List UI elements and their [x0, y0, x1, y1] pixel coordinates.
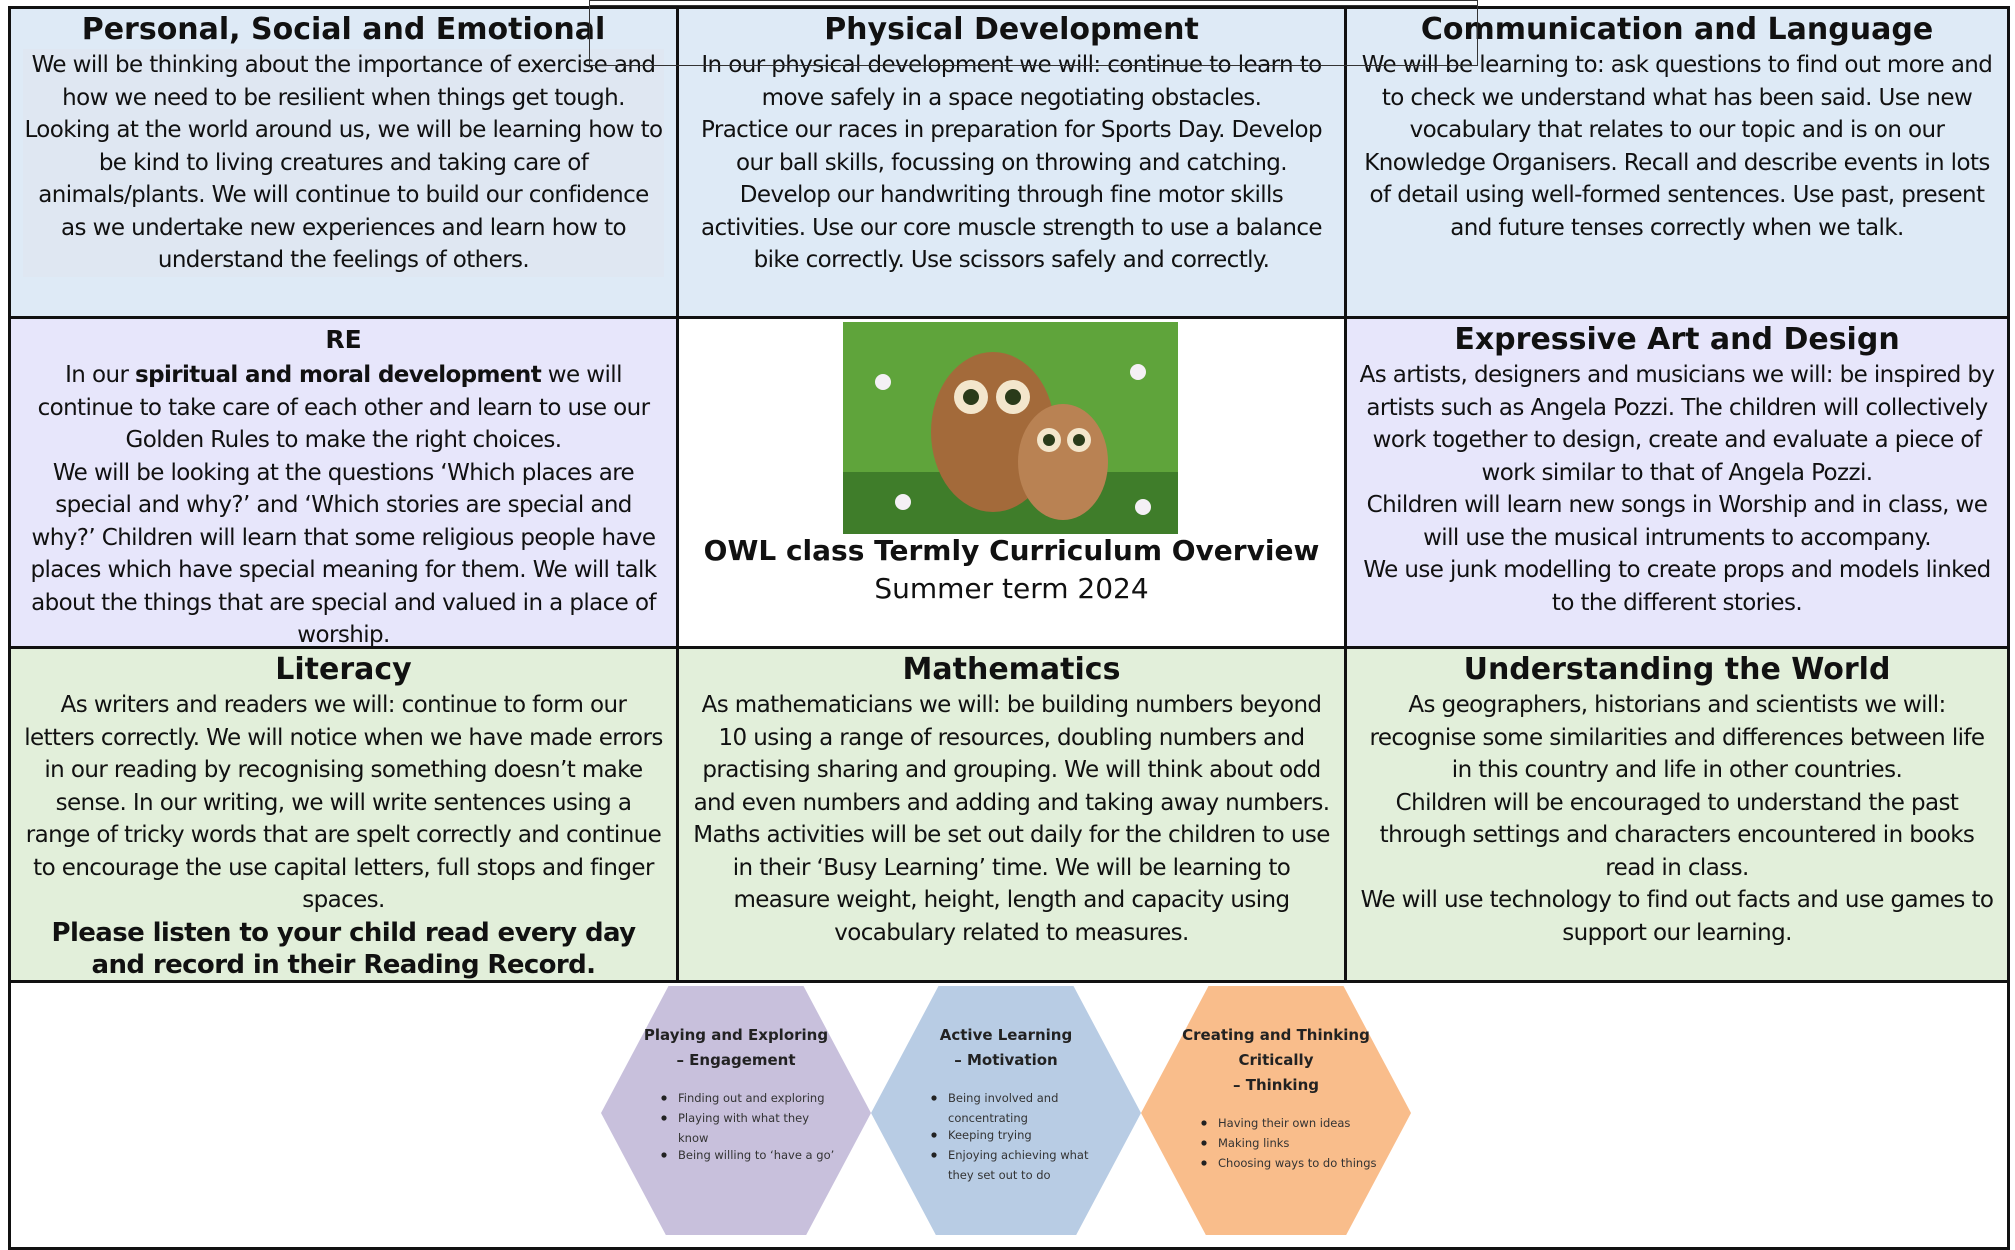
- bullet: [931, 1152, 937, 1158]
- cell-title: Mathematics: [902, 652, 1121, 687]
- hexagon-bullet: Choosing ways to do things: [1218, 1156, 1377, 1170]
- hexagon-title: – Engagement: [676, 1051, 795, 1069]
- re-cell: RE In our spiritual and moral developmen…: [8, 316, 679, 649]
- cell-text: In our physical development we will: con…: [701, 52, 1322, 111]
- pupil: [1043, 434, 1055, 446]
- cell-text: We will use technology to find out facts…: [1360, 887, 1994, 946]
- hexagon-bullet: Keeping trying: [948, 1128, 1032, 1142]
- hexagon-bullet: Being involved and: [948, 1091, 1058, 1105]
- hexagon-bullet: Finding out and exploring: [678, 1091, 825, 1105]
- hexagon-bullet: know: [678, 1131, 708, 1145]
- hexagon-title: Creating and Thinking: [1182, 1026, 1370, 1044]
- hexagon: [601, 986, 871, 1235]
- pse-cell: Personal, Social and Emotional We will b…: [8, 6, 679, 319]
- cell-text: We will be looking at the questions ‘Whi…: [30, 459, 658, 648]
- cell-title: Expressive Art and Design: [1454, 322, 1900, 357]
- cell-title: Personal, Social and Emotional: [81, 12, 606, 47]
- bullet: [661, 1095, 667, 1101]
- pupil: [1005, 389, 1021, 405]
- world-cell: Understanding the World As geographers, …: [1344, 646, 2010, 983]
- hexagon-bullet: Enjoying achieving what: [948, 1148, 1089, 1162]
- cell-text: Children will learn new songs in Worship…: [1366, 492, 1988, 551]
- hexagon-bullet: Making links: [1218, 1136, 1289, 1150]
- hexagon-title: Playing and Exploring: [644, 1026, 828, 1044]
- cell-text: As writers and readers we will: continue…: [24, 692, 663, 913]
- cell-text: As geographers, historians and scientist…: [1369, 692, 1986, 783]
- hexagon-bullet: Being willing to ‘have a go’: [678, 1148, 834, 1162]
- cell-note: Please listen to your child read every d…: [51, 917, 637, 981]
- cell-title: RE: [325, 325, 362, 354]
- hexagon-title: Critically: [1239, 1051, 1314, 1069]
- cell-text: As mathematicians we will: be building n…: [693, 692, 1330, 946]
- hexagon: [871, 986, 1141, 1235]
- bullet: [931, 1132, 937, 1138]
- cell-title: Communication and Language: [1420, 12, 1934, 47]
- bullet: [661, 1115, 667, 1121]
- flower: [895, 494, 911, 510]
- pupil: [1073, 434, 1085, 446]
- cell-text: We will be thinking about the importance…: [23, 49, 664, 277]
- bullet: [1201, 1140, 1207, 1146]
- centre-cell: OWL class Termly Curriculum Overview Sum…: [676, 316, 1347, 649]
- bullet: [931, 1095, 937, 1101]
- art-cell: Expressive Art and Design As artists, de…: [1344, 316, 2010, 649]
- cell-text: We use junk modelling to create props an…: [1363, 557, 1991, 616]
- flower: [1135, 499, 1151, 515]
- frame-line: [589, 5, 1478, 6]
- cell-text: We will be learning to: ask questions to…: [1361, 52, 1993, 241]
- bullet: [1201, 1120, 1207, 1126]
- text-run: we will continue to take care of each ot…: [37, 362, 650, 453]
- cell-title: Physical Development: [824, 12, 1199, 47]
- text-run: In our: [65, 362, 136, 388]
- overview-subtitle: Summer term 2024: [874, 572, 1149, 605]
- cell-text: Children will be encouraged to understan…: [1379, 789, 1975, 881]
- hexagon-title: Active Learning: [940, 1026, 1072, 1044]
- overview-title: OWL class Termly Curriculum Overview: [703, 534, 1320, 567]
- owl-picture: [843, 322, 1178, 534]
- cell-title: Understanding the World: [1463, 652, 1891, 687]
- hexagon-title: – Thinking: [1233, 1076, 1319, 1094]
- communication-cell: Communication and Language We will be le…: [1344, 6, 2010, 319]
- owl: [1018, 404, 1108, 520]
- hexagon-bullet: concentrating: [948, 1111, 1028, 1125]
- cell-text: Practice our races in preparation for Sp…: [700, 117, 1323, 273]
- bold-run: spiritual and moral development: [135, 362, 542, 388]
- hexagon-bullet: Playing with what they: [678, 1111, 809, 1125]
- maths-cell: Mathematics As mathematicians we will: b…: [676, 646, 1347, 983]
- cell-title: Literacy: [275, 652, 412, 687]
- flower: [875, 374, 891, 390]
- hexagon-bullet: Having their own ideas: [1218, 1116, 1350, 1130]
- cell-text: As artists, designers and musicians we w…: [1359, 362, 1995, 486]
- literacy-cell: Literacy As writers and readers we will:…: [8, 646, 679, 983]
- bullet: [1201, 1160, 1207, 1166]
- bullet: [661, 1152, 667, 1158]
- physical-cell: Physical Development In our physical dev…: [676, 6, 1347, 319]
- cell-text: In our spiritual and moral development w…: [23, 359, 664, 457]
- hexagon-bullet: they set out to do: [948, 1168, 1051, 1182]
- pupil: [963, 389, 979, 405]
- hexagon: [1141, 986, 1411, 1235]
- characteristics-hexagons: Playing and Exploring – Engagement Finding…: [601, 986, 1411, 1235]
- flower: [1130, 364, 1146, 380]
- hexagon-title: – Motivation: [954, 1051, 1057, 1069]
